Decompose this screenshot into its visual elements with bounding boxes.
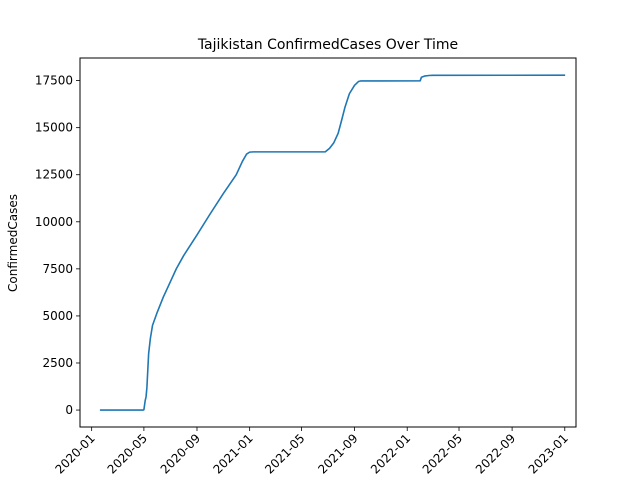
y-tick-label: 5000 [42, 309, 73, 323]
y-tick-label: 2500 [42, 356, 73, 370]
y-tick-label: 12500 [35, 168, 73, 182]
y-tick-label: 0 [65, 403, 73, 417]
y-tick-label: 7500 [42, 262, 73, 276]
series-line [99, 74, 566, 411]
axes-frame [79, 57, 577, 428]
y-tick-label: 17500 [35, 74, 73, 88]
chart-title: Tajikistan ConfirmedCases Over Time [197, 37, 458, 53]
y-axis-label: ConfirmedCases [6, 194, 20, 292]
y-tick-label: 15000 [35, 121, 73, 135]
y-tick-label: 10000 [35, 215, 73, 229]
